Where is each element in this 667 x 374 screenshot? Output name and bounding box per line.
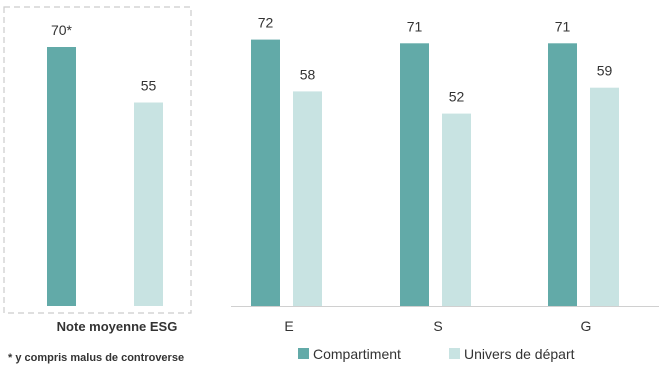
value-labels-layer: 70* 72 71 71 55 58 52 59 — [51, 15, 613, 105]
category-label-s: S — [433, 318, 442, 334]
value-label-compartiment-s: 71 — [407, 18, 423, 34]
value-label-univers-de-depart-e: 58 — [300, 66, 316, 82]
legend-label-univers-de-depart: Univers de départ — [464, 346, 575, 362]
legend-swatch-compartiment — [298, 348, 309, 359]
footnote: * y compris malus de controverse — [8, 352, 184, 364]
bar-univers-de-depart-e — [293, 91, 322, 307]
bar-compartiment-note-moyenne-esg — [47, 47, 76, 306]
bar-univers-de-depart-note-moyenne-esg — [134, 102, 163, 306]
bar-univers-de-depart-s — [442, 113, 471, 306]
bar-univers-de-depart-g — [590, 87, 619, 306]
value-label-compartiment-note-moyenne-esg: 70* — [51, 22, 73, 38]
bar-compartiment-g — [548, 43, 577, 307]
legend: Compartiment Univers de départ — [298, 346, 575, 362]
category-label-note-moyenne-esg: Note moyenne ESG — [57, 319, 178, 334]
bar-compartiment-e — [251, 39, 280, 306]
value-label-univers-de-depart-note-moyenne-esg: 55 — [141, 78, 157, 94]
category-label-g: G — [581, 318, 592, 334]
value-label-compartiment-e: 72 — [258, 15, 274, 31]
esg-highlight-box — [3, 6, 192, 314]
value-label-univers-de-depart-s: 52 — [449, 89, 465, 105]
value-label-compartiment-g: 71 — [555, 18, 571, 34]
category-label-e: E — [284, 318, 293, 334]
legend-swatch-univers-de-depart — [449, 348, 460, 359]
value-label-univers-de-depart-g: 59 — [597, 63, 613, 79]
legend-label-compartiment: Compartiment — [313, 346, 401, 362]
bar-compartiment-s — [400, 43, 429, 307]
bars-layer — [47, 39, 619, 307]
